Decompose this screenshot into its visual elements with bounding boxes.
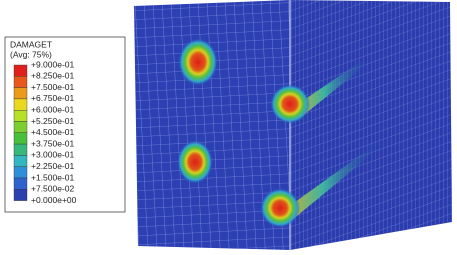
legend-label: +7.500e-02 — [31, 184, 75, 194]
legend-swatch — [14, 144, 27, 155]
legend-label: +9.000e-01 — [31, 59, 75, 69]
contour-plot: DAMAGET (Avg: 75%) +9.000e-01+8.250e-01+… — [0, 0, 457, 255]
legend-swatch — [14, 155, 27, 166]
legend-label: +8.250e-01 — [31, 71, 75, 81]
legend-swatch — [14, 88, 27, 99]
mesh — [134, 0, 452, 250]
legend-swatch — [14, 189, 27, 200]
legend-label: +3.750e-01 — [31, 138, 75, 148]
legend-label: +5.250e-01 — [31, 116, 75, 126]
legend-swatch — [14, 122, 27, 133]
legend-swatch — [14, 167, 27, 178]
legend-label: +6.750e-01 — [31, 93, 75, 103]
legend-label: +7.500e-01 — [31, 82, 75, 92]
legend-swatch — [14, 133, 27, 144]
legend-label: +3.000e-01 — [31, 150, 75, 160]
legend-label: +4.500e-01 — [31, 127, 75, 137]
legend-swatch — [14, 178, 27, 189]
legend-title: DAMAGET — [10, 39, 52, 49]
legend-swatch — [14, 65, 27, 76]
legend-scale: +9.000e-01 +8.250e-01+7.500e-01+6.750e-01… — [14, 59, 77, 205]
legend-label: +2.250e-01 — [31, 161, 75, 171]
legend-label: +1.500e-01 — [31, 172, 75, 182]
legend: DAMAGET (Avg: 75%) +9.000e-01+8.250e-01+… — [5, 37, 125, 212]
page: DAMAGET (Avg: 75%) +9.000e-01+8.250e-01+… — [0, 0, 457, 255]
legend-label: +6.000e-01 — [31, 104, 75, 114]
legend-swatch — [14, 110, 27, 121]
legend-swatch — [14, 76, 27, 87]
legend-subtitle: (Avg: 75%) — [10, 49, 52, 59]
legend-swatch — [14, 99, 27, 110]
legend-label: +0.000e+00 — [31, 195, 77, 205]
